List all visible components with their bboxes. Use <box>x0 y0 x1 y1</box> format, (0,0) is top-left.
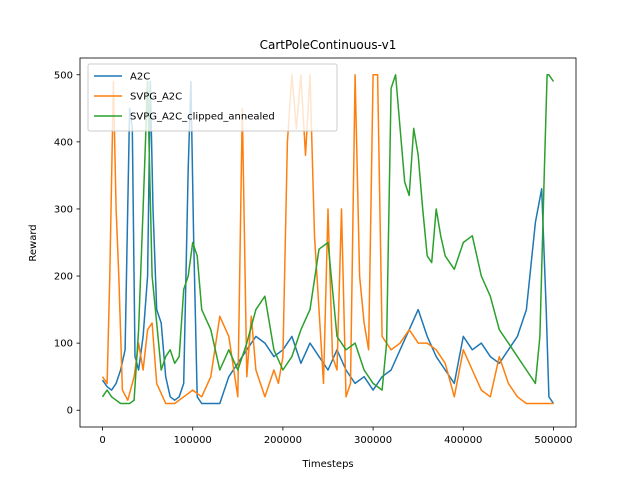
legend-label-2: SVPG_A2C_clipped_annealed <box>130 112 275 123</box>
chart-title: CartPoleContinuous-v1 <box>260 38 397 52</box>
legend: A2C SVPG_A2C SVPG_A2C_clipped_annealed <box>87 63 338 132</box>
plot-frame <box>79 57 577 428</box>
x-axis: 0 100000 200000 300000 400000 500000 <box>99 427 573 446</box>
x-tick-label-3: 300000 <box>354 435 392 446</box>
x-tick-label-2: 200000 <box>264 435 302 446</box>
x-tick-label-0: 0 <box>99 435 105 446</box>
series-line-2 <box>101 74 555 405</box>
y-tick-label-2: 200 <box>54 272 73 283</box>
x-tick-label-4: 400000 <box>444 435 482 446</box>
legend-label-1: SVPG_A2C <box>130 92 182 103</box>
y-tick-label-0: 0 <box>67 406 73 417</box>
legend-label-0: A2C <box>130 72 150 83</box>
y-tick-label-4: 400 <box>54 137 73 148</box>
y-tick-label-5: 500 <box>54 70 73 81</box>
y-tick-label-1: 100 <box>54 339 73 350</box>
y-axis: 0 100 200 300 400 500 <box>54 70 80 417</box>
y-tick-label-3: 300 <box>54 204 73 215</box>
x-tick-label-5: 500000 <box>534 435 572 446</box>
x-axis-label: Timesteps <box>301 459 353 470</box>
legend-box <box>87 63 338 132</box>
y-axis-label: Reward <box>28 224 39 261</box>
x-tick-label-1: 100000 <box>174 435 212 446</box>
series-line-0 <box>101 80 555 405</box>
